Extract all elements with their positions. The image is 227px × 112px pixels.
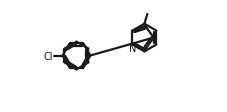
Text: Cl: Cl <box>44 51 53 61</box>
Text: N: N <box>129 44 137 53</box>
